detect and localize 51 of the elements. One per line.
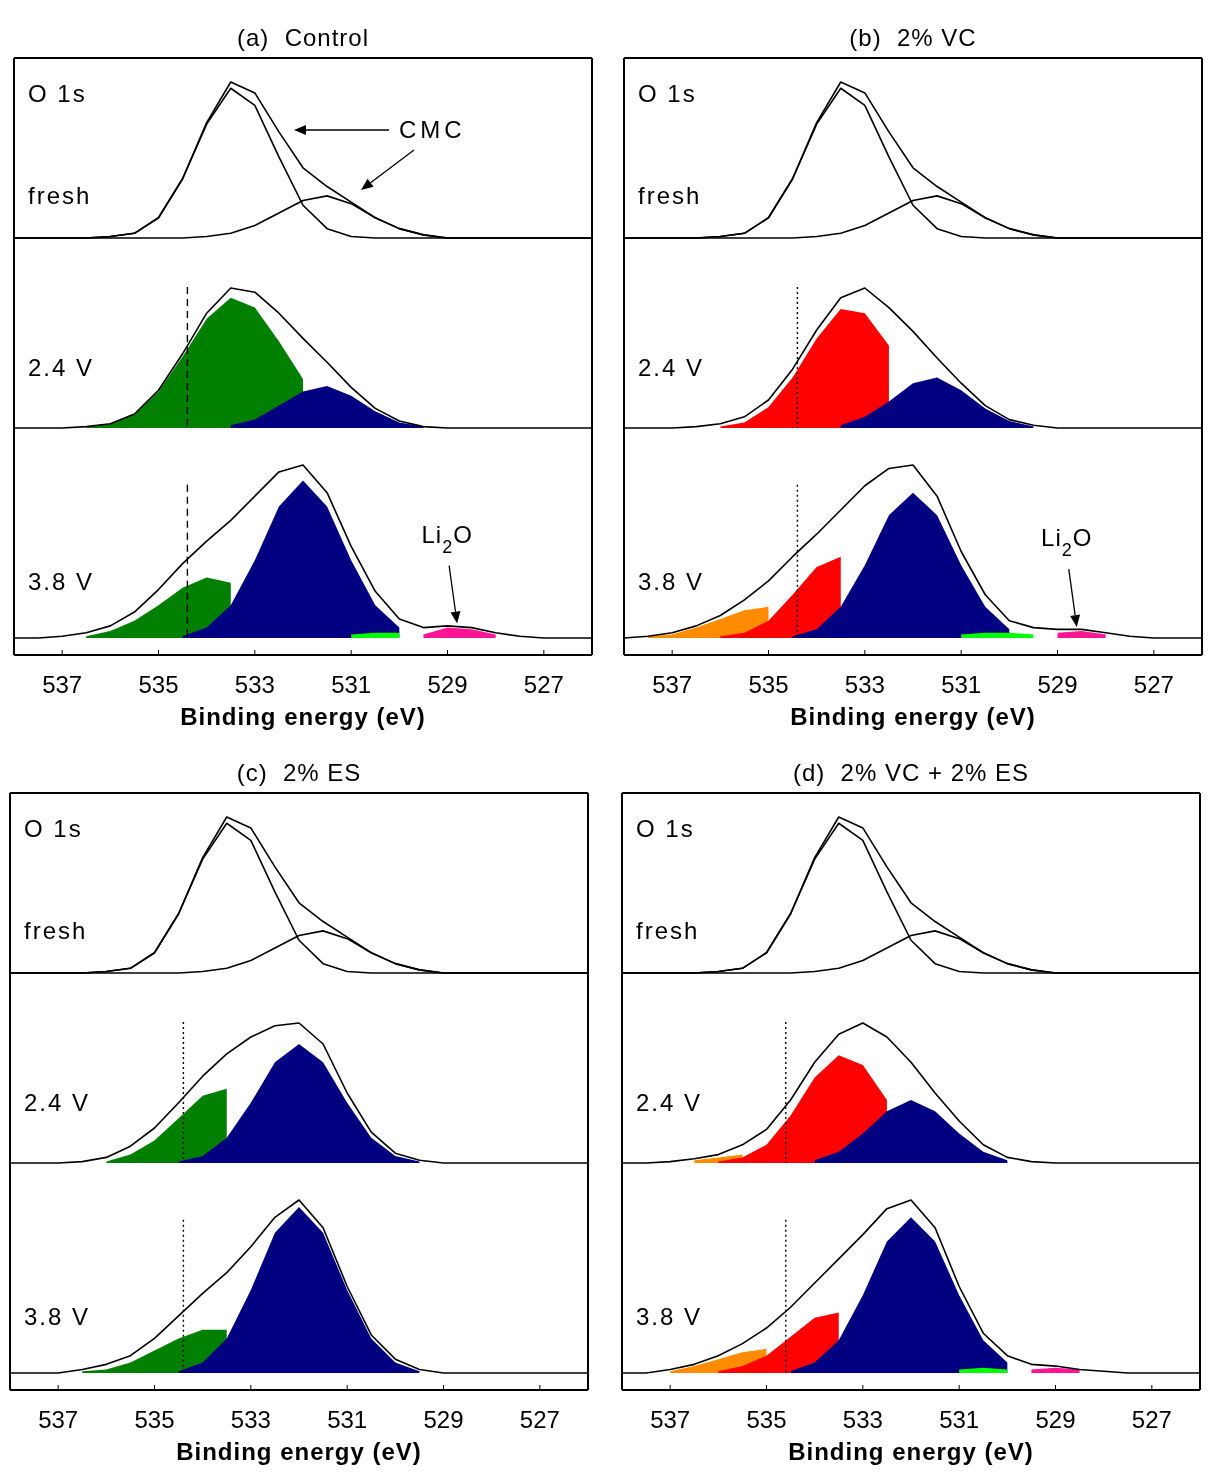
annotation: fresh bbox=[24, 917, 88, 945]
x-tick-label: 529 bbox=[427, 671, 468, 698]
x-tick-label: 537 bbox=[650, 1406, 691, 1433]
x-tick-label: 535 bbox=[748, 671, 789, 698]
annotation: 2.4 V bbox=[636, 1088, 703, 1116]
x-tick-label: 531 bbox=[939, 1406, 980, 1433]
x-tick-label: 527 bbox=[523, 671, 564, 698]
x-tick-label: 537 bbox=[38, 1406, 79, 1433]
chart-title: (a) Control bbox=[236, 24, 370, 51]
x-axis-title: Binding energy (eV) bbox=[790, 703, 1036, 730]
x-axis-title: Binding energy (eV) bbox=[180, 703, 426, 730]
annotation: fresh bbox=[28, 182, 92, 210]
x-tick-label: 527 bbox=[519, 1406, 560, 1433]
annotation: 3.8 V bbox=[28, 568, 95, 596]
x-tick-label: 533 bbox=[844, 671, 885, 698]
x-tick-label: 529 bbox=[1037, 671, 1078, 698]
x-tick-label: 535 bbox=[746, 1406, 787, 1433]
annotation: O 1s bbox=[636, 815, 695, 843]
annotation: O 1s bbox=[638, 80, 697, 108]
x-tick-label: 533 bbox=[234, 671, 275, 698]
x-tick-label: 531 bbox=[327, 1406, 368, 1433]
x-tick-label: 537 bbox=[42, 671, 83, 698]
annotation: 2.4 V bbox=[638, 353, 705, 381]
annotation: fresh bbox=[638, 182, 702, 210]
annotation: O 1s bbox=[24, 815, 83, 843]
x-tick-label: 535 bbox=[134, 1406, 175, 1433]
annotation: 3.8 V bbox=[24, 1303, 91, 1331]
annotation: CMC bbox=[399, 116, 466, 143]
annotation: O 1s bbox=[28, 80, 87, 108]
annotation: 2.4 V bbox=[24, 1088, 91, 1116]
x-axis-title: Binding energy (eV) bbox=[788, 1438, 1034, 1465]
annotation: 2.4 V bbox=[28, 353, 95, 381]
x-axis-title: Binding energy (eV) bbox=[176, 1438, 422, 1465]
annotation: Li$_{2}$O bbox=[1041, 524, 1093, 561]
x-tick-label: 531 bbox=[331, 671, 372, 698]
x-tick-label: 531 bbox=[941, 671, 982, 698]
annotation: 3.8 V bbox=[636, 1303, 703, 1331]
x-tick-label: 527 bbox=[1133, 671, 1174, 698]
x-tick-label: 537 bbox=[652, 671, 693, 698]
annotation: 3.8 V bbox=[638, 568, 705, 596]
x-tick-label: 529 bbox=[1035, 1406, 1076, 1433]
x-tick-label: 533 bbox=[230, 1406, 271, 1433]
chart-title: (c) 2% ES bbox=[236, 759, 362, 786]
x-tick-label: 529 bbox=[423, 1406, 464, 1433]
x-tick-label: 535 bbox=[138, 671, 179, 698]
x-tick-label: 533 bbox=[842, 1406, 883, 1433]
chart-title: (b) 2% VC bbox=[849, 24, 977, 51]
chart-title: (d) 2% VC + 2% ES bbox=[792, 759, 1030, 786]
annotation: Li$_{2}$O bbox=[421, 520, 473, 557]
x-tick-label: 527 bbox=[1131, 1406, 1172, 1433]
annotation: fresh bbox=[636, 917, 700, 945]
